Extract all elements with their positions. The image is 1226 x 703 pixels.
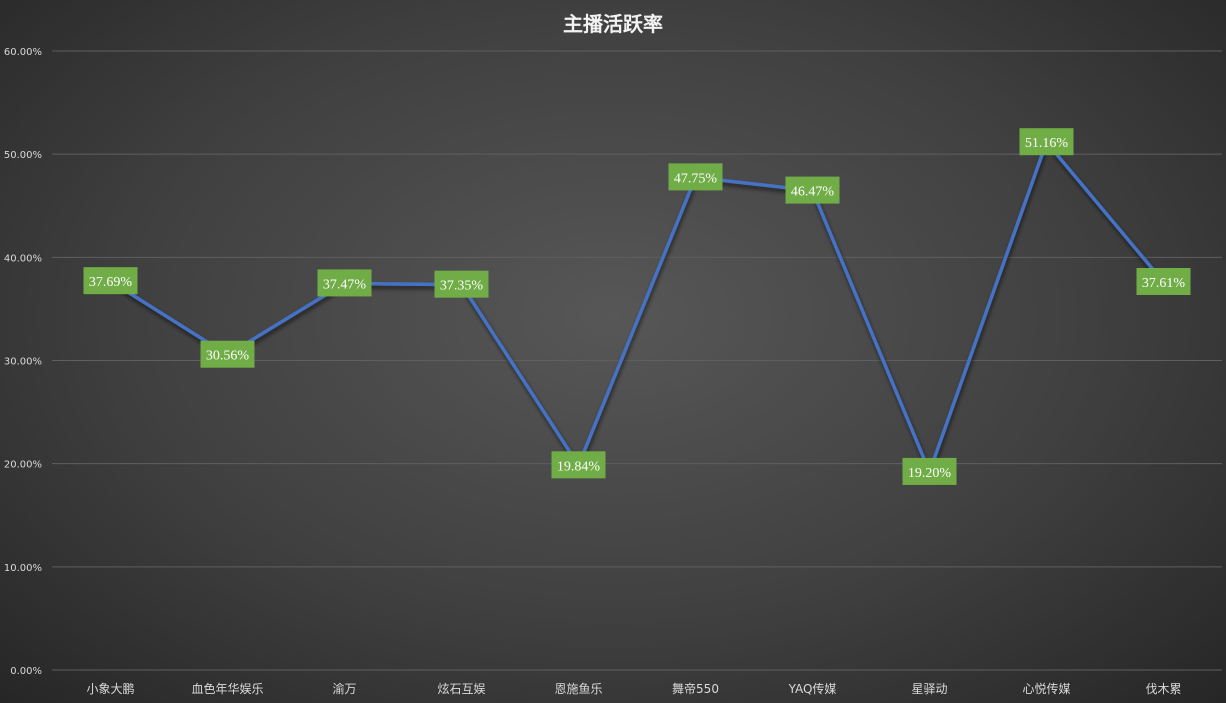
data-label-box: [1136, 267, 1191, 295]
y-tick-label: 50.00%: [4, 150, 42, 161]
data-label: 46.47%: [791, 185, 835, 200]
data-label-box: [668, 163, 723, 191]
data-label-box: [200, 340, 255, 368]
data-label: 51.16%: [1025, 136, 1069, 151]
data-label-box: [1019, 128, 1074, 156]
data-label-box: [434, 270, 489, 298]
data-label: 37.35%: [440, 279, 484, 294]
data-label: 47.75%: [674, 171, 718, 186]
x-tick-label: 恩施鱼乐: [554, 682, 602, 696]
x-tick-label: 血色年华娱乐: [191, 682, 263, 696]
data-label: 19.20%: [908, 466, 952, 481]
x-tick-label: 小象大鹏: [86, 682, 134, 696]
data-label-box: [317, 269, 372, 297]
x-tick-label: 心悦传媒: [1022, 681, 1070, 696]
x-tick-label: 伐木累: [1145, 682, 1181, 696]
data-label-box: [902, 457, 957, 485]
data-label-box: [83, 267, 138, 295]
data-label-box: [785, 176, 840, 204]
data-label: 37.69%: [89, 275, 133, 290]
y-tick-label: 20.00%: [4, 460, 42, 471]
y-tick-label: 30.00%: [4, 357, 42, 368]
x-tick-label: YAQ传媒: [788, 681, 837, 696]
chart-title: 主播活跃率: [563, 12, 663, 36]
x-tick-label: 渝万: [332, 681, 356, 696]
data-label: 19.84%: [557, 459, 601, 474]
y-tick-label: 60.00%: [4, 47, 42, 58]
y-tick-label: 40.00%: [4, 253, 42, 264]
x-tick-label: 炫石互娱: [437, 681, 485, 696]
series-line: [109, 140, 1165, 474]
data-label: 37.47%: [323, 277, 367, 292]
x-tick-label: 星驿动: [911, 682, 947, 696]
data-label-box: [551, 451, 606, 479]
y-tick-label: 0.00%: [10, 666, 42, 677]
data-label: 30.56%: [206, 349, 250, 364]
data-label: 37.61%: [1142, 276, 1186, 291]
x-tick-label: 舞帝550: [672, 681, 719, 696]
y-tick-label: 10.00%: [4, 563, 42, 574]
